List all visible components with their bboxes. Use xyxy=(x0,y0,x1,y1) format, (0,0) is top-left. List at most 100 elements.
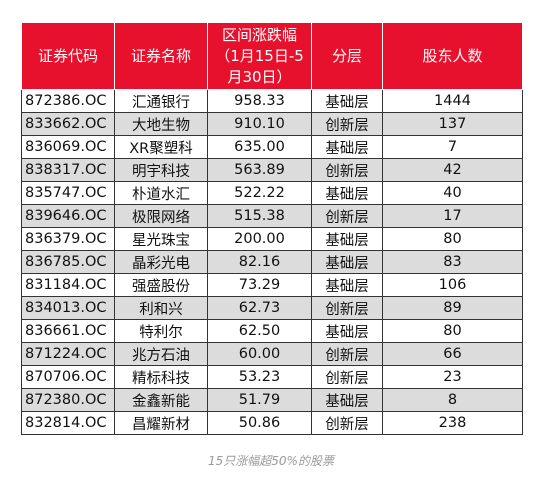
cell-code: 872386.OC xyxy=(21,89,115,113)
table-row: 836379.OC 星光珠宝 200.00 基础层 80 xyxy=(21,227,523,251)
cell-code: 839646.OC xyxy=(21,204,115,228)
cell-code: 871224.OC xyxy=(21,342,115,366)
cell-tier: 创新层 xyxy=(311,296,383,320)
cell-name: 大地生物 xyxy=(114,112,208,136)
stock-table: 证券代码 证券名称 区间涨跌幅 （1月15日-5 月30日） 分层 股东人数 872… xyxy=(21,22,523,435)
cell-code: 831184.OC xyxy=(21,273,115,297)
cell-tier: 创新层 xyxy=(311,158,383,182)
cell-name: 朴道水汇 xyxy=(114,181,208,205)
table-row: 872380.OC 金鑫新能 51.79 基础层 8 xyxy=(21,388,523,412)
cell-name: 兆方石油 xyxy=(114,342,208,366)
header-row: 证券代码 证券名称 区间涨跌幅 （1月15日-5 月30日） 分层 股东人数 xyxy=(21,22,523,90)
cell-change: 51.79 xyxy=(207,388,312,412)
header-code: 证券代码 xyxy=(21,22,115,90)
cell-tier: 创新层 xyxy=(311,365,383,389)
table-body: 872386.OC 汇通银行 958.33 基础层 1444 833662.OC 大地生物 9… xyxy=(21,89,523,435)
cell-change: 563.89 xyxy=(207,158,312,182)
table-row: 839646.OC 极限网络 515.38 创新层 17 xyxy=(21,204,523,228)
cell-tier: 基础层 xyxy=(311,250,383,274)
cell-holders: 23 xyxy=(382,365,523,389)
cell-tier: 创新层 xyxy=(311,411,383,435)
cell-name: 特利尔 xyxy=(114,319,208,343)
cell-change: 910.10 xyxy=(207,112,312,136)
cell-name: 晶彩光电 xyxy=(114,250,208,274)
cell-tier: 基础层 xyxy=(311,273,383,297)
table-row: 836069.OC XR聚塑科 635.00 基础层 7 xyxy=(21,135,523,159)
cell-change: 522.22 xyxy=(207,181,312,205)
cell-holders: 8 xyxy=(382,388,523,412)
cell-change: 73.29 xyxy=(207,273,312,297)
header-change-label: 区间涨跌幅 （1月15日-5 月30日） xyxy=(215,25,304,86)
cell-change: 958.33 xyxy=(207,89,312,113)
cell-code: 836069.OC xyxy=(21,135,115,159)
cell-holders: 83 xyxy=(382,250,523,274)
table-row: 836661.OC 特利尔 62.50 基础层 80 xyxy=(21,319,523,343)
cell-change: 53.23 xyxy=(207,365,312,389)
table-row: 835747.OC 朴道水汇 522.22 基础层 40 xyxy=(21,181,523,205)
cell-holders: 7 xyxy=(382,135,523,159)
cell-change: 515.38 xyxy=(207,204,312,228)
cell-tier: 基础层 xyxy=(311,89,383,113)
cell-holders: 40 xyxy=(382,181,523,205)
cell-name: 汇通银行 xyxy=(114,89,208,113)
header-name: 证券名称 xyxy=(114,22,208,90)
cell-name: 金鑫新能 xyxy=(114,388,208,412)
cell-name: XR聚塑科 xyxy=(114,135,208,159)
cell-holders: 137 xyxy=(382,112,523,136)
cell-holders: 106 xyxy=(382,273,523,297)
cell-code: 872380.OC xyxy=(21,388,115,412)
cell-code: 870706.OC xyxy=(21,365,115,389)
cell-tier: 创新层 xyxy=(311,342,383,366)
cell-tier: 创新层 xyxy=(311,112,383,136)
table-row: 872386.OC 汇通银行 958.33 基础层 1444 xyxy=(21,89,523,113)
cell-code: 836661.OC xyxy=(21,319,115,343)
table-caption: 15只涨幅超50%的股票 xyxy=(208,454,334,468)
cell-holders: 17 xyxy=(382,204,523,228)
cell-tier: 基础层 xyxy=(311,227,383,251)
cell-name: 利和兴 xyxy=(114,296,208,320)
cell-change: 50.86 xyxy=(207,411,312,435)
cell-holders: 238 xyxy=(382,411,523,435)
table-row: 838317.OC 明宇科技 563.89 创新层 42 xyxy=(21,158,523,182)
table-row: 832814.OC 昌耀新材 50.86 创新层 238 xyxy=(21,411,523,435)
cell-name: 星光珠宝 xyxy=(114,227,208,251)
cell-tier: 基础层 xyxy=(311,388,383,412)
cell-name: 昌耀新材 xyxy=(114,411,208,435)
header-tier: 分层 xyxy=(311,22,383,90)
cell-holders: 80 xyxy=(382,227,523,251)
cell-tier: 基础层 xyxy=(311,319,383,343)
table-header: 证券代码 证券名称 区间涨跌幅 （1月15日-5 月30日） 分层 股东人数 xyxy=(21,22,523,90)
cell-name: 强盛股份 xyxy=(114,273,208,297)
cell-name: 明宇科技 xyxy=(114,158,208,182)
stock-table-container: 证券代码 证券名称 区间涨跌幅 （1月15日-5 月30日） 分层 股东人数 872… xyxy=(21,22,523,435)
cell-code: 834013.OC xyxy=(21,296,115,320)
table-row: 833662.OC 大地生物 910.10 创新层 137 xyxy=(21,112,523,136)
cell-tier: 基础层 xyxy=(311,181,383,205)
cell-change: 200.00 xyxy=(207,227,312,251)
cell-change: 635.00 xyxy=(207,135,312,159)
table-row: 836785.OC 晶彩光电 82.16 基础层 83 xyxy=(21,250,523,274)
header-holders: 股东人数 xyxy=(382,22,523,90)
cell-tier: 基础层 xyxy=(311,135,383,159)
cell-holders: 80 xyxy=(382,319,523,343)
cell-change: 62.73 xyxy=(207,296,312,320)
table-row: 870706.OC 精标科技 53.23 创新层 23 xyxy=(21,365,523,389)
table-row: 831184.OC 强盛股份 73.29 基础层 106 xyxy=(21,273,523,297)
cell-change: 60.00 xyxy=(207,342,312,366)
cell-change: 62.50 xyxy=(207,319,312,343)
cell-code: 838317.OC xyxy=(21,158,115,182)
cell-name: 极限网络 xyxy=(114,204,208,228)
cell-change: 82.16 xyxy=(207,250,312,274)
header-change: 区间涨跌幅 （1月15日-5 月30日） xyxy=(207,22,312,90)
cell-tier: 创新层 xyxy=(311,204,383,228)
cell-holders: 66 xyxy=(382,342,523,366)
table-row: 871224.OC 兆方石油 60.00 创新层 66 xyxy=(21,342,523,366)
cell-code: 836785.OC xyxy=(21,250,115,274)
cell-name: 精标科技 xyxy=(114,365,208,389)
cell-holders: 42 xyxy=(382,158,523,182)
table-row: 834013.OC 利和兴 62.73 创新层 89 xyxy=(21,296,523,320)
cell-holders: 89 xyxy=(382,296,523,320)
cell-code: 836379.OC xyxy=(21,227,115,251)
cell-holders: 1444 xyxy=(382,89,523,113)
cell-code: 833662.OC xyxy=(21,112,115,136)
